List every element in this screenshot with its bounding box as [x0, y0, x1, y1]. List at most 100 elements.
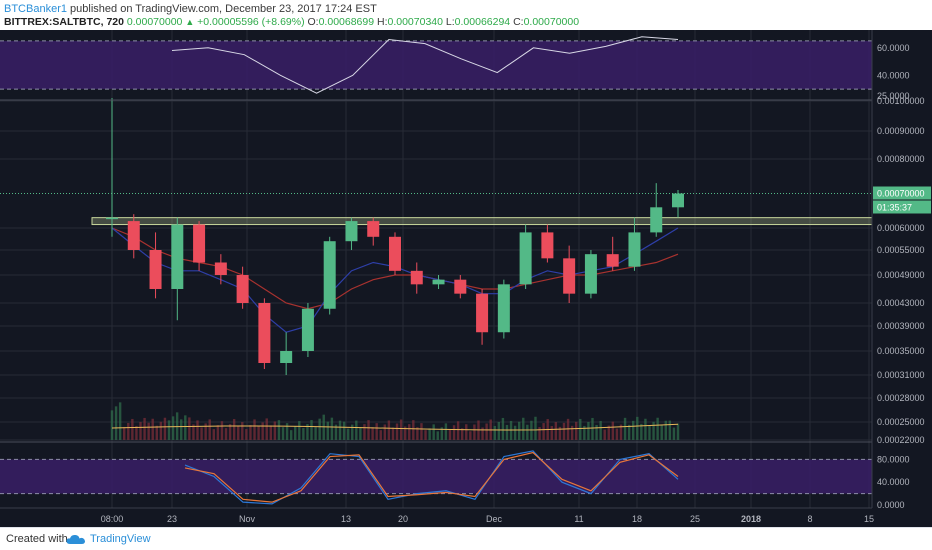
- candle-body: [280, 351, 293, 363]
- volume-bar: [534, 416, 537, 440]
- volume-bar: [668, 420, 672, 440]
- volume-bar: [289, 430, 293, 440]
- time-tick-label: Nov: [239, 514, 256, 524]
- volume-bar: [379, 430, 382, 440]
- candle-body: [389, 236, 401, 271]
- candle-body: [563, 258, 576, 294]
- volume-bar: [131, 418, 134, 440]
- price-axis-bg: [872, 30, 932, 527]
- stoch-tick-label: 40.0000: [877, 477, 910, 487]
- time-tick-label: 8: [807, 514, 812, 524]
- volume-bar: [570, 425, 574, 440]
- volume-bar: [599, 420, 602, 440]
- volume-bar: [171, 416, 175, 440]
- low-label: L:: [445, 16, 455, 28]
- volume-bar: [391, 427, 395, 440]
- grid-lines: [0, 30, 872, 508]
- volume-bar: [648, 425, 651, 440]
- rsi-tick-label: 40.0000: [877, 70, 910, 80]
- price-tick-label: 0.00022000: [877, 435, 925, 445]
- volume-bar: [627, 424, 631, 440]
- volume-bar: [204, 423, 207, 440]
- volume-bar: [159, 421, 163, 440]
- tradingview-brand-link[interactable]: TradingView: [90, 533, 151, 545]
- volume-bar: [517, 421, 521, 440]
- volume-bar: [583, 425, 586, 440]
- price-tick-label: 0.00028000: [877, 393, 925, 403]
- volume-bars: [110, 402, 680, 440]
- time-tick-label: 15: [864, 514, 874, 524]
- candle-body: [236, 275, 249, 303]
- volume-bar: [432, 424, 435, 440]
- volume-bar: [603, 429, 606, 440]
- price-tick-label: 0.00031000: [877, 370, 925, 380]
- candle-body: [171, 224, 184, 289]
- author-link[interactable]: BTCBanker1: [4, 3, 67, 15]
- volume-bar: [269, 425, 273, 440]
- volume-bar: [558, 426, 562, 440]
- high-value: 0.00070340: [387, 16, 443, 28]
- volume-bar: [522, 417, 525, 440]
- time-tick-label: 25: [690, 514, 700, 524]
- close-value: 0.00070000: [523, 16, 580, 28]
- volume-bar: [330, 417, 334, 440]
- volume-bar: [265, 418, 268, 440]
- volume-bar: [367, 420, 370, 440]
- volume-bar: [416, 427, 419, 440]
- volume-bar: [607, 425, 610, 440]
- volume-bar: [497, 421, 501, 440]
- chart-area[interactable]: 60.0000 40.0000 25.0000 0.00100000 0.0009000…: [0, 30, 932, 527]
- volume-bar: [408, 424, 411, 440]
- volume-bar: [640, 423, 643, 440]
- volume-bar: [245, 429, 248, 440]
- rsi-tick-label: 25.0000: [877, 91, 910, 101]
- volume-bar: [501, 417, 505, 440]
- candle-body: [672, 193, 684, 208]
- volume-bar: [127, 422, 130, 440]
- volume-bar: [428, 428, 431, 440]
- volume-bar: [383, 424, 387, 440]
- published-text: published on TradingView.com, December 2…: [70, 3, 377, 15]
- volume-bar: [460, 428, 464, 440]
- ohlc-line: BITTREX:SALTBTC, 720 0.00070000 ▲ +0.000…: [4, 16, 579, 28]
- volume-bar: [261, 422, 264, 440]
- volume-bar: [566, 418, 570, 440]
- candles: [106, 98, 684, 375]
- resistance-zone: [91, 217, 873, 226]
- low-value: 0.00066294: [454, 16, 511, 28]
- volume-bar: [318, 418, 321, 440]
- candle-body: [650, 207, 663, 233]
- created-with-label: Created with: [6, 533, 68, 545]
- open-label: O:: [307, 16, 319, 28]
- volume-bar: [587, 421, 590, 440]
- price-tick-label: 0.00080000: [877, 154, 925, 164]
- volume-bar: [306, 424, 309, 440]
- volume-bar: [314, 427, 317, 440]
- volume-bar: [151, 418, 154, 440]
- volume-bar: [636, 416, 639, 440]
- volume-bar: [342, 421, 346, 440]
- price-axis[interactable]: 60.0000 40.0000 25.00000.00100000 0.0009000…: [871, 30, 932, 527]
- price-tags: 0.00070000 01:35:37: [0, 186, 931, 214]
- volume-bar: [155, 425, 158, 440]
- volume-bar: [652, 421, 655, 440]
- volume-bar: [322, 414, 325, 440]
- volume-bar: [220, 421, 224, 440]
- volume-bar: [664, 420, 667, 440]
- volume-bar: [420, 423, 423, 440]
- publish-line: BTCBanker1 published on TradingView.com,…: [4, 3, 377, 15]
- volume-bar: [180, 419, 183, 440]
- volume-bar: [562, 422, 566, 440]
- candle-body: [432, 279, 445, 285]
- volume-bar: [277, 420, 281, 440]
- volume-bar: [440, 427, 444, 440]
- time-axis[interactable]: 08:00 23 Nov 13 20 Dec 11 18 25 2018 8 15: [101, 514, 874, 524]
- time-tick-label: 23: [167, 514, 177, 524]
- volume-bar: [399, 419, 403, 440]
- chart-canvas[interactable]: 60.0000 40.0000 25.00000.00100000 0.0009000…: [0, 30, 932, 527]
- volume-bar: [579, 418, 582, 440]
- volume-bar: [237, 426, 240, 440]
- price-tick-label: 0.00090000: [877, 126, 925, 136]
- volume-bar: [403, 426, 407, 440]
- price-tick-label: 0.00049000: [877, 270, 925, 280]
